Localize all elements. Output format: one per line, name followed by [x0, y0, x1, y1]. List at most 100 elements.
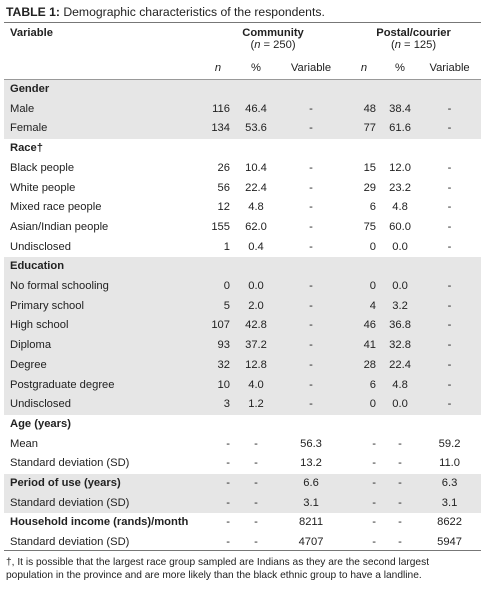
community-n-cell: 155 [211, 220, 230, 233]
community-variable-cell: - [276, 316, 347, 337]
community-variable-cell: - [276, 277, 347, 297]
postal-variable-cell: - [418, 375, 482, 396]
postal-variable-cell: - [447, 220, 452, 233]
community-pct-cell: 22.4 [245, 181, 267, 194]
row-label: Diploma [4, 336, 200, 356]
community-n-cell: - [226, 457, 230, 470]
community-n-cell [200, 79, 236, 100]
row-label: Standard deviation (SD) [10, 536, 130, 549]
community-n-cell: 32 [200, 355, 236, 376]
community-pct-cell [236, 257, 276, 278]
community-n-cell: - [226, 437, 230, 450]
section-label: Education [4, 257, 200, 278]
community-n-cell: 107 [200, 316, 236, 337]
postal-n-cell [346, 257, 383, 278]
community-pct-cell: - [236, 493, 276, 514]
row-label: Asian/Indian people [10, 220, 109, 233]
postal-pct-cell [382, 79, 419, 100]
postal-variable-cell: - [447, 240, 452, 253]
postal-variable-cell: - [447, 181, 452, 194]
section-row: Race† [4, 139, 481, 159]
postal-pct-cell: - [382, 493, 419, 514]
community-variable-cell: - [309, 220, 313, 233]
table-row: Standard deviation (SD) - - 4707 - - 5947 [4, 533, 481, 553]
top-rule [4, 22, 481, 23]
community-pct-cell: - [254, 437, 258, 450]
community-pct-cell: - [254, 457, 258, 470]
table-row: Primary school 5 2.0-4 3.2- [4, 296, 482, 317]
postal-variable-cell: - [418, 277, 482, 297]
community-n-cell: 0 [200, 277, 236, 297]
postal-pct-cell: 4.8 [382, 375, 419, 396]
postal-variable-cell [418, 139, 481, 159]
postal-variable-cell: 11.0 [439, 457, 461, 470]
section-label: Age (years) [10, 417, 71, 430]
postal-name: Postal/courier [376, 27, 451, 39]
postal-n-cell: - [346, 493, 383, 514]
header-blank [4, 57, 200, 80]
header-row-sub: n % Variable n % Variable [4, 57, 482, 80]
demographics-table: Variable Community (n = 250) Postal/couri… [4, 24, 482, 553]
community-variable-cell: 56.3 [300, 437, 322, 450]
community-variable-cell: 13.2 [300, 457, 322, 470]
community-pct-cell: - [236, 474, 276, 494]
community-pct-cell: - [254, 536, 258, 549]
postal-pct-cell [382, 139, 418, 159]
postal-n-cell [346, 139, 382, 159]
community-pct-cell: 62.0 [245, 220, 267, 233]
postal-n-cell: 28 [346, 355, 383, 376]
row-label: Black people [10, 161, 75, 174]
community-pct-cell: - [254, 516, 258, 529]
community-pct-cell: 0.4 [248, 240, 264, 253]
community-pct-cell [236, 139, 276, 159]
community-pct-cell: 1.2 [236, 395, 276, 415]
postal-pct-cell [382, 415, 418, 435]
postal-n-cell: - [372, 437, 377, 450]
postal-variable-cell: 3.1 [418, 493, 482, 514]
table-row: Postgraduate degree 10 4.0-6 4.8- [4, 375, 482, 396]
caption-text: Demographic characteristics of the respo… [63, 5, 325, 19]
community-n-cell: 26 [217, 161, 230, 174]
table-row: High school 107 42.8-46 36.8- [4, 316, 482, 337]
postal-variable-cell: 8622 [437, 516, 462, 529]
postal-variable-cell: 5947 [437, 536, 462, 549]
community-variable-cell: - [276, 355, 347, 376]
header-variable: Variable [10, 27, 53, 39]
postal-n-cell: 77 [346, 119, 383, 140]
community-pct-cell: 2.0 [236, 296, 276, 317]
row-label: Degree [4, 355, 200, 376]
header-community-pct: % [236, 57, 276, 80]
postal-n-cell [346, 415, 382, 435]
section-row: Gender [4, 79, 482, 100]
community-pct-cell: 46.4 [236, 99, 276, 120]
community-variable-cell: 4707 [298, 536, 324, 549]
postal-pct-cell: - [398, 536, 402, 549]
community-variable-cell: 8211 [298, 516, 324, 529]
postal-variable-cell: 6.3 [418, 474, 482, 494]
community-n-cell: 1 [223, 240, 230, 253]
row-label: Standard deviation (SD) [4, 493, 200, 514]
table-body: Gender Male 116 46.4-48 38.4- Female 134 53.6-7… [4, 79, 482, 553]
table-footnote: †, It is possible that the largest race … [6, 557, 430, 581]
table-row: White people 56 22.4 - 29 23.2 - [4, 179, 481, 199]
community-variable-cell: - [276, 119, 347, 140]
community-n-cell: - [200, 493, 236, 514]
table-row: Standard deviation (SD) - -3.1- -3.1 [4, 493, 482, 514]
community-n-cell: 3 [200, 395, 236, 415]
postal-n: (n = 125) [390, 39, 437, 51]
community-variable-cell: - [309, 201, 313, 214]
community-variable-cell: - [276, 336, 347, 356]
postal-pct-cell: - [398, 437, 402, 450]
postal-pct-cell: 22.4 [382, 355, 419, 376]
row-label: Postgraduate degree [4, 375, 200, 396]
table-caption: TABLE 1: Demographic characteristics of … [6, 5, 325, 19]
postal-n-cell: 0 [369, 240, 377, 253]
postal-n-cell: - [372, 516, 377, 529]
postal-variable-cell [418, 79, 482, 100]
row-label: Mixed race people [10, 201, 102, 214]
section-row: Age (years) [4, 415, 481, 435]
caption-label: TABLE 1: [6, 5, 60, 19]
section-label: Race† [10, 142, 43, 155]
community-variable-cell: - [309, 181, 313, 194]
row-label: Undisclosed [4, 395, 200, 415]
